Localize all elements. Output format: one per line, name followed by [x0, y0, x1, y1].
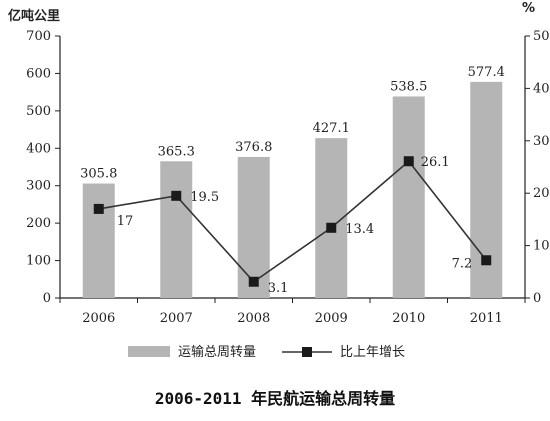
line-point-label: 17 [117, 214, 134, 229]
legend-bar-label: 运输总周转量 [178, 344, 256, 360]
bar [160, 161, 193, 298]
line-point-marker [93, 203, 104, 214]
bar-value-label: 577.4 [468, 65, 505, 80]
line-point-marker [326, 222, 337, 233]
left-tick-label: 300 [26, 179, 51, 194]
line-point-label: 26.1 [421, 155, 450, 170]
left-tick-label: 0 [43, 291, 51, 306]
bar-value-label: 538.5 [390, 79, 427, 94]
bar [470, 81, 503, 299]
x-tick-label: 2006 [82, 311, 115, 326]
line-point-label: 7.2 [452, 256, 473, 271]
line-point-label: 19.5 [190, 190, 219, 205]
x-tick-label: 2010 [392, 311, 425, 326]
left-tick-label: 600 [26, 66, 51, 81]
right-tick-label: 40 [533, 81, 550, 96]
line-point-label: 3.1 [268, 281, 289, 296]
line-point-label: 13.4 [345, 222, 374, 237]
left-tick-label: 100 [26, 254, 51, 269]
x-tick-label: 2007 [160, 311, 193, 326]
left-tick-label: 700 [26, 29, 51, 44]
right-tick-label: 30 [533, 134, 550, 149]
right-tick-label: 0 [533, 291, 541, 306]
bar [82, 183, 115, 298]
plot-area: 0 100 200 300 400 500 600 700 0 10 20 30 40 50 2006 200… [26, 29, 549, 360]
left-axis-unit: 亿吨公里 [8, 8, 60, 24]
legend-line-label: 比上年增长 [340, 345, 405, 360]
right-axis-unit: % [522, 1, 535, 16]
x-tick-label: 2011 [470, 311, 503, 326]
line-point-marker [403, 156, 414, 167]
bar [392, 96, 425, 298]
line-point-marker [171, 190, 182, 201]
chart-svg: 亿吨公里 % 0 100 200 300 400 500 600 700 0 10 20 30 40 50… [8, 1, 550, 360]
left-tick-label: 500 [26, 104, 51, 119]
bar-value-label: 305.8 [80, 167, 117, 182]
legend-line-marker [302, 347, 312, 357]
line-point-marker [248, 276, 259, 287]
growth-line [98, 160, 487, 283]
left-tick-label: 400 [26, 141, 51, 156]
legend-bar-swatch [128, 346, 170, 357]
bar-value-label: 427.1 [313, 121, 350, 136]
bar-value-label: 376.8 [235, 140, 272, 155]
chart-title: 2006-2011 年民航运输总周转量 [154, 389, 396, 408]
right-tick-label: 20 [533, 186, 550, 201]
bar-value-label: 365.3 [158, 144, 195, 159]
x-tick-label: 2009 [315, 311, 348, 326]
right-tick-label: 50 [533, 29, 550, 44]
line-point-marker [481, 255, 492, 266]
left-tick-label: 200 [26, 216, 51, 231]
x-tick-label: 2008 [237, 311, 270, 326]
right-tick-label: 10 [533, 239, 550, 254]
